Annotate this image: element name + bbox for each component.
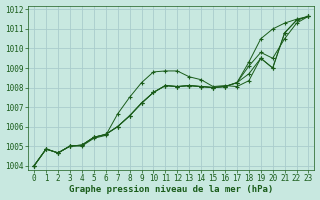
X-axis label: Graphe pression niveau de la mer (hPa): Graphe pression niveau de la mer (hPa) (69, 185, 274, 194)
